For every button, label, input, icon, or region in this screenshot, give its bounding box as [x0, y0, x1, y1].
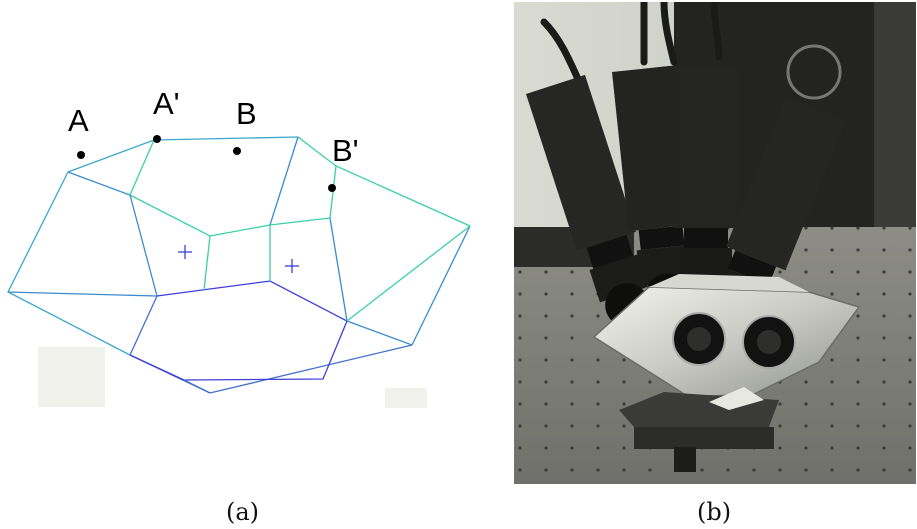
caption-a: (a) [226, 498, 260, 526]
edge-c4 [346, 225, 471, 322]
edge-c3 [346, 320, 413, 346]
edge-c2 [329, 217, 348, 322]
inner-face-bottom [129, 280, 348, 381]
point-b [233, 147, 241, 155]
rim-right [411, 225, 471, 346]
label-b: B [236, 96, 257, 131]
edge-b1 [269, 136, 299, 226]
label-b-prime: B' [332, 133, 359, 168]
inner-face-mid [203, 235, 211, 291]
rim-bottom [129, 344, 413, 394]
edge-c5 [129, 295, 158, 356]
point-a-prime [153, 135, 161, 143]
edge-a2 [129, 139, 155, 196]
point-b-prime [328, 184, 336, 192]
rim-left [7, 171, 131, 356]
inner-face-top [129, 194, 331, 237]
wireframe-diagram: A A' B B' [7, 86, 471, 408]
angle-dial [786, 44, 842, 100]
label-a-prime: A' [153, 86, 180, 121]
rim-top-left [67, 136, 299, 173]
caption-b: (b) [697, 498, 732, 526]
point-a [77, 151, 85, 159]
stage-knob [674, 447, 696, 472]
camera-rig-photo [514, 2, 916, 484]
inner-face-left [129, 194, 158, 297]
light-patch-right [385, 388, 427, 408]
rim-top-right [297, 136, 471, 227]
light-patch-left [38, 347, 105, 407]
edge-a1 [67, 171, 131, 196]
sample-slide [709, 387, 764, 410]
edge-b2 [329, 165, 337, 219]
label-a: A [68, 103, 89, 138]
edge-c6 [183, 379, 211, 394]
edge-c1 [7, 291, 158, 297]
